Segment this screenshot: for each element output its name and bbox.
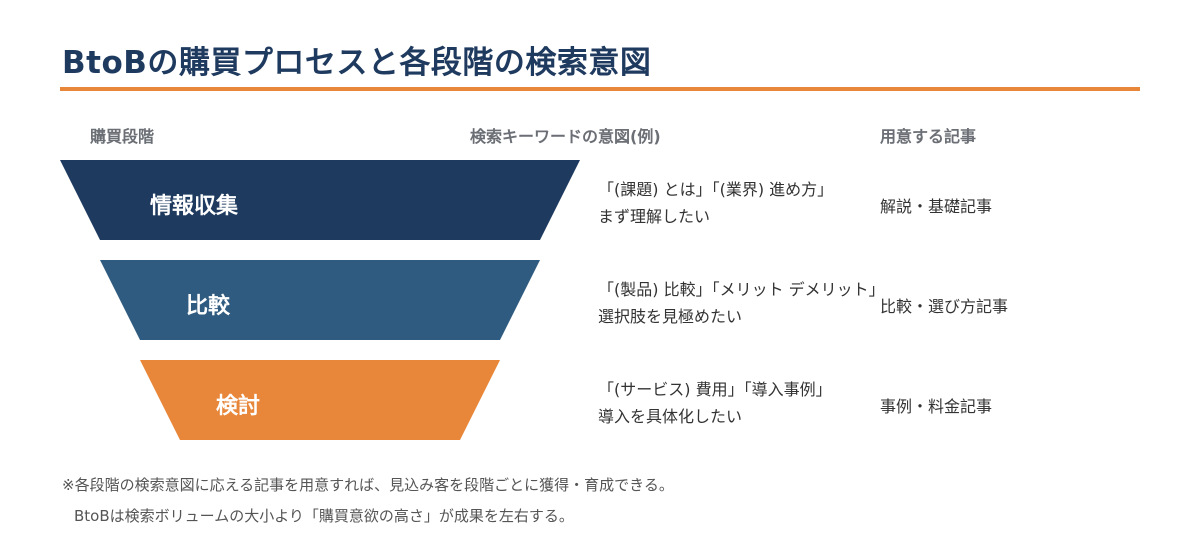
title-underline (60, 87, 1140, 91)
funnel-stage-info-gathering (60, 160, 580, 240)
column-header-article: 用意する記事 (880, 127, 977, 146)
intent-consideration: 「(サービス) 費用」「導入事例」 導入を具体化したい (598, 376, 832, 430)
intent-description: 選択肢を見極めたい (598, 307, 743, 326)
intent-comparison: 「(製品) 比較」「メリット デメリット」 選択肢を見極めたい (598, 276, 885, 330)
funnel-stage-consideration (140, 360, 500, 440)
article-comparison: 比較・選び方記事 (880, 297, 1009, 316)
intent-keywords: 「(製品) 比較」「メリット デメリット」 (598, 280, 885, 299)
column-header-stage: 購買段階 (90, 127, 155, 146)
footnote-line-2: BtoBは検索ボリュームの大小より「購買意欲の高さ」が成果を左右する。 (74, 507, 574, 525)
stage-label-consideration: 検討 (216, 394, 261, 419)
funnel-stage-comparison (100, 260, 540, 340)
article-consideration: 事例・料金記事 (880, 397, 993, 416)
column-header-intent: 検索キーワードの意図(例) (470, 127, 661, 146)
intent-keywords: 「(課題) とは」「(業界) 進め方」 (598, 180, 834, 199)
article-info-gathering: 解説・基礎記事 (880, 197, 993, 216)
intent-description: 導入を具体化したい (598, 407, 743, 426)
stage-label-comparison: 比較 (186, 294, 231, 319)
footnote-line-1: ※各段階の検索意図に応える記事を用意すれば、見込み客を段階ごとに獲得・育成できる… (62, 476, 674, 494)
page-title: BtoBの購買プロセスと各段階の検索意図 (62, 45, 652, 81)
intent-keywords: 「(サービス) 費用」「導入事例」 (598, 380, 832, 399)
intent-info-gathering: 「(課題) とは」「(業界) 進め方」 まず理解したい (598, 176, 833, 230)
intent-description: まず理解したい (598, 207, 711, 226)
stage-label-info-gathering: 情報収集 (150, 194, 239, 219)
